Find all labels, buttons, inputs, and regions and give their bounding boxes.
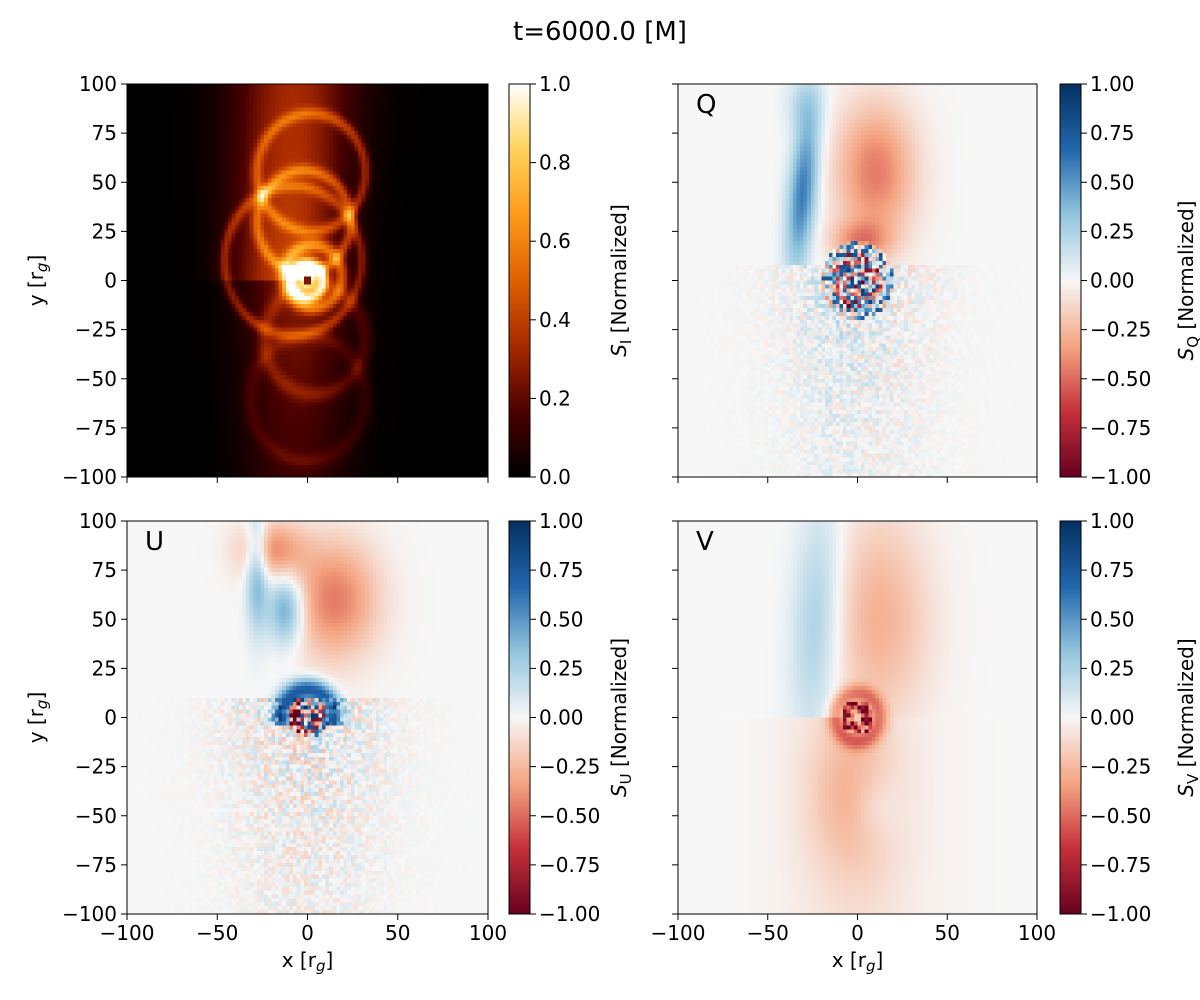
y-tick-label: 100 [79,509,117,533]
colorbar-tick-label: 1.00 [539,509,584,533]
colorbar-tick-label: 0.00 [1090,706,1135,730]
colorbar-tick-label: 0.25 [1090,656,1135,680]
colorbar-tick-label: 0.50 [1090,170,1135,194]
colorbar-label: SI [Normalized] [607,204,635,357]
x-tick-label: 100 [469,921,507,945]
y-tick-label: −100 [62,902,117,926]
colorbar [1059,520,1082,915]
colorbar-tick-label: −0.50 [539,804,600,828]
colorbar-tick-label: 0.75 [1090,121,1135,145]
colorbar-tick-label: 0.25 [1090,219,1135,243]
y-tick-label: −75 [75,416,117,440]
colorbar-tick-label: −0.50 [1090,367,1151,391]
x-tick-label: 50 [935,921,960,945]
colorbar-tick-label: −0.25 [539,755,600,779]
colorbar-tick-label: −0.25 [1090,755,1151,779]
colorbar-tick-label: 0.75 [539,558,584,582]
colorbar-tick-label: 0.8 [539,151,571,175]
x-tick-label: 100 [1018,921,1056,945]
colorbar-tick-label: 0.50 [539,607,584,631]
colorbar-tick-label: 0.4 [539,308,571,332]
colorbar-tick-label: 0.25 [539,656,584,680]
y-tick-label: −50 [75,804,117,828]
x-tick-label: −100 [100,921,155,945]
panel-q: Q 1.00 0.75 0.50 0.25 0.00 −0.25 −0.50 −0.75 −1.0… [672,72,1200,489]
panel-i: I 100 75 50 25 0 −25 −50 −75 −100 y [rg] 1.0 0.8 0.6 0… [24,72,635,489]
y-tick-label: −50 [75,367,117,391]
colorbar-tick-label: −0.75 [1090,853,1151,877]
y-tick-label: 50 [92,170,117,194]
x-tick-label: −50 [747,921,789,945]
x-tick-label: −50 [196,921,238,945]
y-tick-label: −25 [75,755,117,779]
heatmap-image [127,84,488,477]
colorbar-tick-label: −0.25 [1090,318,1151,342]
colorbar-tick-label: 1.00 [1090,72,1135,96]
y-tick-label: 100 [79,72,117,96]
y-tick-label: −100 [62,465,117,489]
panels: I 100 75 50 25 0 −25 −50 −75 −100 y [rg] 1.0 0.8 0.6 0… [24,72,1200,975]
panel-label: Q [696,90,716,120]
colorbar-tick-label: −0.50 [1090,804,1151,828]
y-tick-label: −25 [75,318,117,342]
colorbar-tick-label: 0.0 [539,465,571,489]
colorbar-label: SU [Normalized] [607,638,635,797]
colorbar-tick-label: 0.6 [539,229,571,253]
colorbar-tick-label: −1.00 [1090,465,1151,489]
y-tick-label: 0 [104,269,117,293]
y-axis-label: y [rg] [24,692,51,744]
panel-label: V [696,527,714,557]
colorbar-tick-label: 0.75 [1090,558,1135,582]
x-axis-label: x [rg] [282,948,334,975]
y-tick-label: 0 [104,706,117,730]
colorbar-tick-label: 1.0 [539,72,571,96]
colorbar-tick-label: −0.75 [539,853,600,877]
colorbar [508,83,531,478]
y-tick-label: 25 [92,219,117,243]
colorbar-tick-label: 0.50 [1090,607,1135,631]
colorbar-label: SQ [Normalized] [1174,201,1200,361]
panel-label: I [145,90,153,120]
colorbar-tick-label: 1.00 [1090,509,1135,533]
x-tick-label: 50 [385,921,410,945]
heatmap-image [678,84,1037,477]
x-tick-label: −100 [651,921,706,945]
y-tick-label: −75 [75,853,117,877]
y-tick-label: 75 [92,558,117,582]
y-tick-label: 75 [92,121,117,145]
colorbar-tick-label: −1.00 [539,902,600,926]
x-tick-label: 0 [301,921,314,945]
colorbar-tick-label: 0.2 [539,386,571,410]
colorbar [1059,83,1082,478]
y-tick-label: 50 [92,607,117,631]
y-axis-label: y [rg] [24,255,51,307]
panel-u: U 100 75 50 25 0 −25 −50 −75 −100−100 −50 0 50 100 y [… [24,509,635,975]
colorbar [508,520,531,915]
colorbar-tick-label: −0.75 [1090,416,1151,440]
heatmap-image [127,521,488,914]
x-tick-label: 0 [851,921,864,945]
x-axis-label: x [rg] [832,948,884,975]
panel-v: V −100 −50 0 50 100 x [rg] 1.00 0.75 0.50 0.25 0.00… [651,509,1200,975]
colorbar-tick-label: 0.00 [1090,269,1135,293]
panel-label: U [145,527,164,557]
colorbar-label: SV [Normalized] [1174,638,1200,796]
colorbar-tick-label: 0.00 [539,706,584,730]
figure-title: t=6000.0 [M] [513,17,687,47]
y-tick-label: 25 [92,656,117,680]
heatmap-image [678,521,1037,914]
colorbar-tick-label: −1.00 [1090,902,1151,926]
